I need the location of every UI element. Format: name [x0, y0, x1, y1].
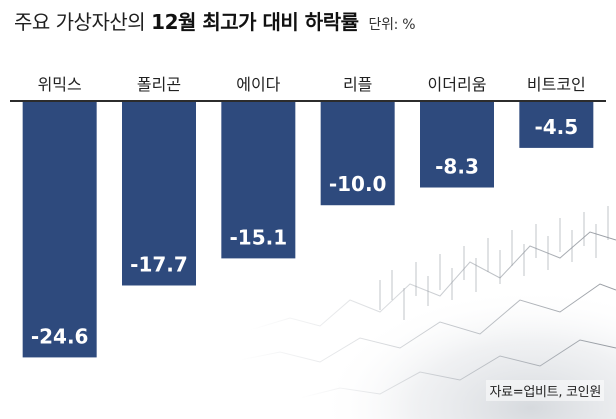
- bar: [320, 102, 395, 206]
- category-label: 에이다: [236, 75, 280, 94]
- category-label: 이더리움: [428, 75, 487, 94]
- source-note: 자료=업비트, 코인원: [486, 380, 604, 401]
- bar-value-label: -17.7: [130, 252, 188, 276]
- bar-value-label: -15.1: [230, 225, 288, 249]
- bar: [22, 102, 97, 358]
- bar-value-label: -10.0: [329, 172, 387, 196]
- category-label: 리플: [343, 75, 372, 94]
- bar: [519, 102, 594, 148]
- bar: [221, 102, 296, 259]
- category-label: 폴리곤: [137, 75, 181, 94]
- title-main: 12월 최고가 대비 하락률: [151, 10, 359, 34]
- bar: [420, 102, 494, 188]
- category-label: 위믹스: [38, 75, 82, 94]
- chart-title: 주요 가상자산의 12월 최고가 대비 하락률 단위: %: [14, 6, 416, 40]
- category-label: 비트코인: [527, 75, 586, 94]
- title-prefix: 주요 가상자산의: [14, 10, 146, 34]
- unit-label: 단위: %: [368, 17, 416, 33]
- bar-value-label: -8.3: [435, 155, 479, 179]
- bar-value-label: -24.6: [31, 324, 89, 348]
- bar-value-label: -4.5: [534, 115, 578, 139]
- bar: [122, 102, 196, 286]
